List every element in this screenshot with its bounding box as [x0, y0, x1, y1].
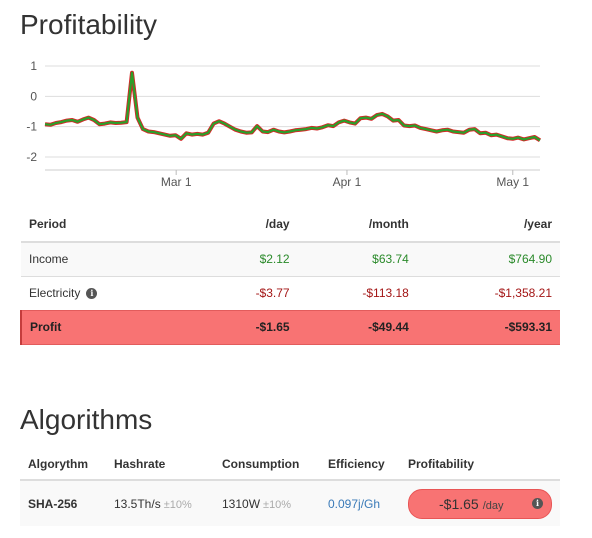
profit-month: -$49.44: [297, 309, 417, 345]
profit-row: Profit -$1.65 -$49.44 -$593.31: [20, 309, 560, 345]
efficiency-value[interactable]: 0.097j/Gh: [328, 496, 381, 511]
hashrate-tolerance: ±10%: [163, 498, 192, 511]
electricity-month: -$113.18: [297, 275, 417, 310]
header-efficiency: Efficiency: [320, 448, 400, 481]
electricity-cell: Electricity i: [21, 275, 206, 310]
income-label: Income: [21, 241, 206, 276]
info-icon[interactable]: i: [86, 288, 98, 300]
hashrate-cell: 13.5Th/s ±10%: [106, 479, 214, 526]
header-consumption: Consumption: [214, 448, 320, 481]
series-line: [44, 71, 541, 142]
profitability-value: -$1.65: [439, 495, 479, 512]
header-month: /month: [297, 206, 417, 243]
profitability-chart: 1 0 -1 -2 Mar 1 Apr 1 May 1: [26, 59, 542, 189]
income-day: $2.12: [205, 241, 298, 276]
header-period: Period: [21, 206, 206, 243]
profitability-text: -$1.65/day: [439, 496, 504, 512]
header-day: /day: [205, 206, 298, 243]
profitability-table: Period /day /month /year Income $2.12 $6…: [20, 206, 560, 345]
income-row: Income $2.12 $63.74 $764.90: [21, 241, 560, 276]
consumption-value: 1310W: [222, 496, 261, 511]
x-tick-label: Apr 1: [333, 175, 362, 189]
profitability-heading: Profitability: [20, 9, 157, 40]
profit-day: -$1.65: [205, 309, 298, 345]
table-header-row: Algorythm Hashrate Consumption Efficienc…: [20, 448, 560, 481]
profit-label-cell: Profit: [20, 309, 206, 345]
y-tick-label: -1: [26, 120, 37, 134]
header-profitability: Profitability: [400, 448, 560, 481]
y-tick-label: 1: [30, 59, 37, 73]
income-month: $63.74: [297, 241, 417, 276]
algorithms-table: Algorythm Hashrate Consumption Efficienc…: [20, 448, 560, 526]
header-algorithm: Algorythm: [20, 448, 106, 481]
consumption-cell: 1310W ±10%: [214, 479, 320, 526]
profit-label: Profit: [30, 320, 62, 334]
profit-year: -$593.31: [416, 309, 560, 345]
table-header-row: Period /day /month /year: [21, 206, 560, 243]
profitability-badge[interactable]: -$1.65/day i: [408, 488, 552, 519]
x-tick-label: Mar 1: [161, 175, 192, 189]
electricity-label: Electricity: [29, 286, 81, 300]
consumption-tolerance: ±10%: [263, 498, 292, 511]
efficiency-cell: 0.097j/Gh: [320, 479, 400, 526]
income-year: $764.90: [416, 241, 560, 276]
header-year: /year: [416, 206, 560, 243]
info-icon[interactable]: i: [532, 498, 543, 509]
profitability-unit: /day: [482, 499, 504, 512]
header-hashrate: Hashrate: [106, 448, 214, 481]
algorithms-heading: Algorithms: [20, 404, 153, 435]
hashrate-value: 13.5Th/s: [114, 496, 161, 511]
table-row: SHA-256 13.5Th/s ±10% 1310W ±10% 0.097j/Gh…: [20, 479, 560, 526]
x-tick-label: May 1: [496, 175, 529, 189]
algorithm-name: SHA-256: [20, 479, 106, 526]
y-tick-label: 0: [30, 89, 37, 103]
electricity-day: -$3.77: [205, 275, 298, 310]
electricity-year: -$1,358.21: [416, 275, 560, 310]
y-tick-label: -2: [26, 150, 37, 164]
electricity-row: Electricity i -$3.77 -$113.18 -$1,358.21: [21, 275, 560, 310]
profitability-cell: -$1.65/day i: [400, 479, 560, 526]
